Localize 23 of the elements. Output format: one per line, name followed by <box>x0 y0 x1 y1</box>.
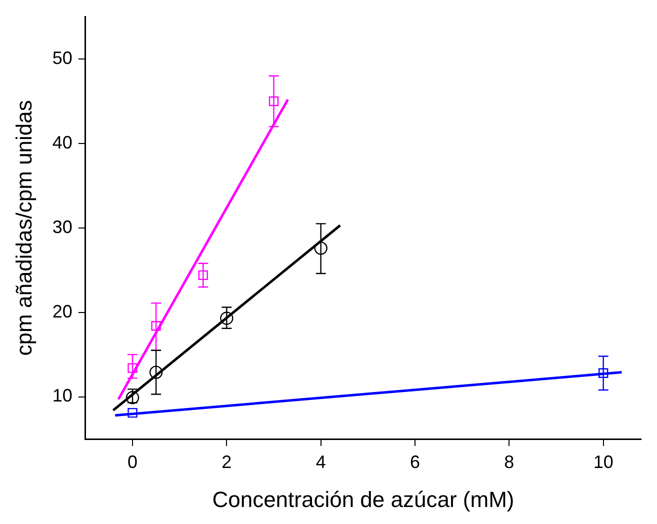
point <box>151 321 161 331</box>
x-tick-label: 2 <box>222 452 232 472</box>
point <box>268 96 279 106</box>
point <box>126 391 140 404</box>
point <box>220 312 234 325</box>
y-tick-label: 10 <box>52 386 72 406</box>
x-tick-label: 8 <box>504 452 514 472</box>
y-tick-label: 30 <box>52 216 72 237</box>
point <box>314 242 328 255</box>
x-tick-label: 4 <box>316 452 326 472</box>
x-tick-label: 0 <box>127 452 138 472</box>
point <box>128 363 138 373</box>
y-tick-label: 20 <box>52 301 72 322</box>
point <box>198 270 208 280</box>
y-tick-label: 40 <box>52 132 72 152</box>
x-tick-label: 6 <box>410 452 420 472</box>
y-axis-title: cpm añadidas/cpm unidas <box>11 100 36 356</box>
x-tick-label: 10 <box>593 452 614 472</box>
point <box>128 408 138 418</box>
point <box>598 368 608 378</box>
point <box>149 366 163 379</box>
x-axis-title: Concentración de azúcar (mM) <box>212 486 514 512</box>
y-tick-label: 50 <box>52 48 72 68</box>
